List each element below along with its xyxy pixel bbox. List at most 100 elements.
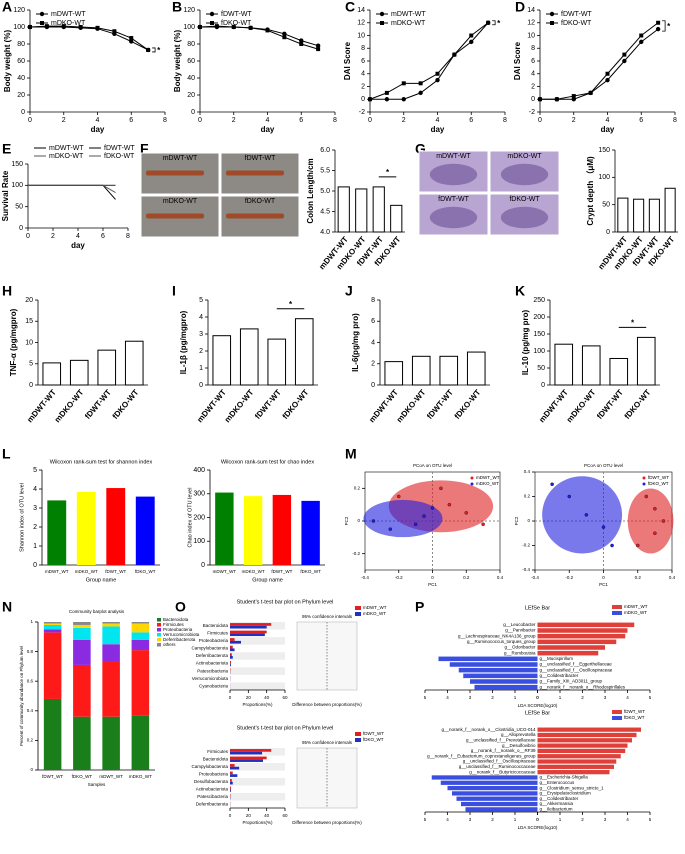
point <box>464 511 468 515</box>
x-tick-label: 0 <box>536 695 539 700</box>
y-tick-label: 4 <box>531 71 535 78</box>
chart-title: LEfSe Bar <box>525 710 550 716</box>
y-tick-label: 10 <box>357 32 365 39</box>
point <box>418 81 423 86</box>
bar <box>384 361 404 386</box>
y-axis-label: DAI Score <box>513 41 522 80</box>
panel-letter: E <box>2 141 11 157</box>
bar <box>390 204 403 233</box>
x-tick-label: 4 <box>96 117 100 124</box>
bar <box>230 638 235 641</box>
x-tick-label: 8 <box>673 117 677 124</box>
point <box>610 543 614 548</box>
bar <box>230 764 235 767</box>
series-line <box>199 25 319 50</box>
bar <box>230 625 267 629</box>
y-tick-label: 0 <box>33 562 37 569</box>
category-label: g__Leucobacter <box>503 622 536 627</box>
y-tick-label: 0 <box>21 109 25 116</box>
bar <box>301 500 320 565</box>
point <box>401 81 406 86</box>
bar <box>470 679 538 684</box>
x-tick-label: -0.4 <box>531 575 539 580</box>
bar <box>230 623 272 626</box>
y-tick-label: 14 <box>357 7 365 14</box>
point <box>588 90 593 95</box>
category-label: Bacteroidota <box>203 756 229 761</box>
bar-segment <box>102 623 120 627</box>
x-tick-label: 5 <box>424 817 427 822</box>
x-tick-label: 0.4 <box>497 575 504 580</box>
x-tick-label: fDKO-WT <box>281 388 311 421</box>
bar <box>537 628 628 633</box>
bar <box>447 785 538 791</box>
y-tick-label: 8 <box>361 45 365 52</box>
panel-letter: I <box>172 283 176 299</box>
y-tick-label: 12 <box>357 20 365 27</box>
bar-segment <box>43 629 62 633</box>
x-tick-label: 8 <box>163 117 167 124</box>
panel-letter: B <box>172 0 182 15</box>
bar <box>537 650 599 656</box>
photo-detail <box>226 213 284 219</box>
y-tick-label: 15 <box>25 318 33 325</box>
bar <box>554 343 574 386</box>
category-label: g__Romboutsia <box>504 650 536 655</box>
bar <box>230 774 238 777</box>
bar-segment <box>131 622 150 624</box>
bar-segment <box>43 624 62 630</box>
point <box>78 25 83 29</box>
y-tick-label: 0 <box>541 382 545 389</box>
y-tick-label: 1 <box>33 543 37 550</box>
panel-letter: D <box>515 0 525 15</box>
legend-swatch <box>612 716 622 720</box>
x-tick-label: 2 <box>51 233 55 240</box>
x-axis-label: PC1 <box>599 582 608 587</box>
chart-title: PCoA on OTU level <box>413 463 452 468</box>
category-label: g__Escherichia-Shigella <box>540 775 589 780</box>
bar <box>230 789 231 792</box>
bar <box>648 198 660 233</box>
y-tick-label: 1 <box>30 619 33 624</box>
x-tick-label: 5 <box>424 695 427 700</box>
legend-swatch <box>157 618 161 622</box>
legend-label: fDKO_WT <box>624 715 645 720</box>
point <box>439 486 443 491</box>
y-tick-label: 100 <box>598 174 610 181</box>
bar <box>230 663 231 667</box>
x-tick-label: 0.2 <box>635 575 642 580</box>
bar <box>212 335 232 386</box>
x-axis-label: day <box>261 125 275 134</box>
x-tick-label: 0 <box>538 117 542 124</box>
bar-segment <box>43 622 62 624</box>
point <box>265 28 270 33</box>
category-label: Deferribacterota <box>196 653 229 658</box>
point <box>636 543 640 548</box>
legend-label: mDKO_WT <box>363 611 386 616</box>
bar <box>230 756 267 760</box>
x-tick-label: fDKO-WT <box>453 388 483 421</box>
y-axis-label: IL-6(pg/mg pro) <box>351 313 360 372</box>
bar-segment <box>102 661 120 717</box>
x-tick-label: 0 <box>229 813 232 818</box>
legend-label: mDWT_WT <box>624 604 648 609</box>
panel-letter: O <box>175 599 186 615</box>
legend-swatch <box>612 605 622 609</box>
legend-label: fDWT_WT <box>363 731 384 736</box>
row-stripe <box>230 652 285 660</box>
y-tick-label: 4.0 <box>320 229 330 236</box>
bar-segment <box>131 623 150 633</box>
legend-label: fDWT_WT <box>624 709 645 714</box>
y-tick-label: 8 <box>371 297 375 304</box>
panel-letter: L <box>2 446 11 462</box>
y-tick-label: 4 <box>199 314 203 321</box>
series-line <box>369 22 489 100</box>
bar <box>230 786 231 790</box>
bar <box>230 645 233 649</box>
point <box>486 20 491 25</box>
bar <box>537 645 605 650</box>
significance-bracket <box>662 20 666 32</box>
group-ellipse <box>627 488 674 554</box>
y-tick-label: 150 <box>598 147 610 154</box>
